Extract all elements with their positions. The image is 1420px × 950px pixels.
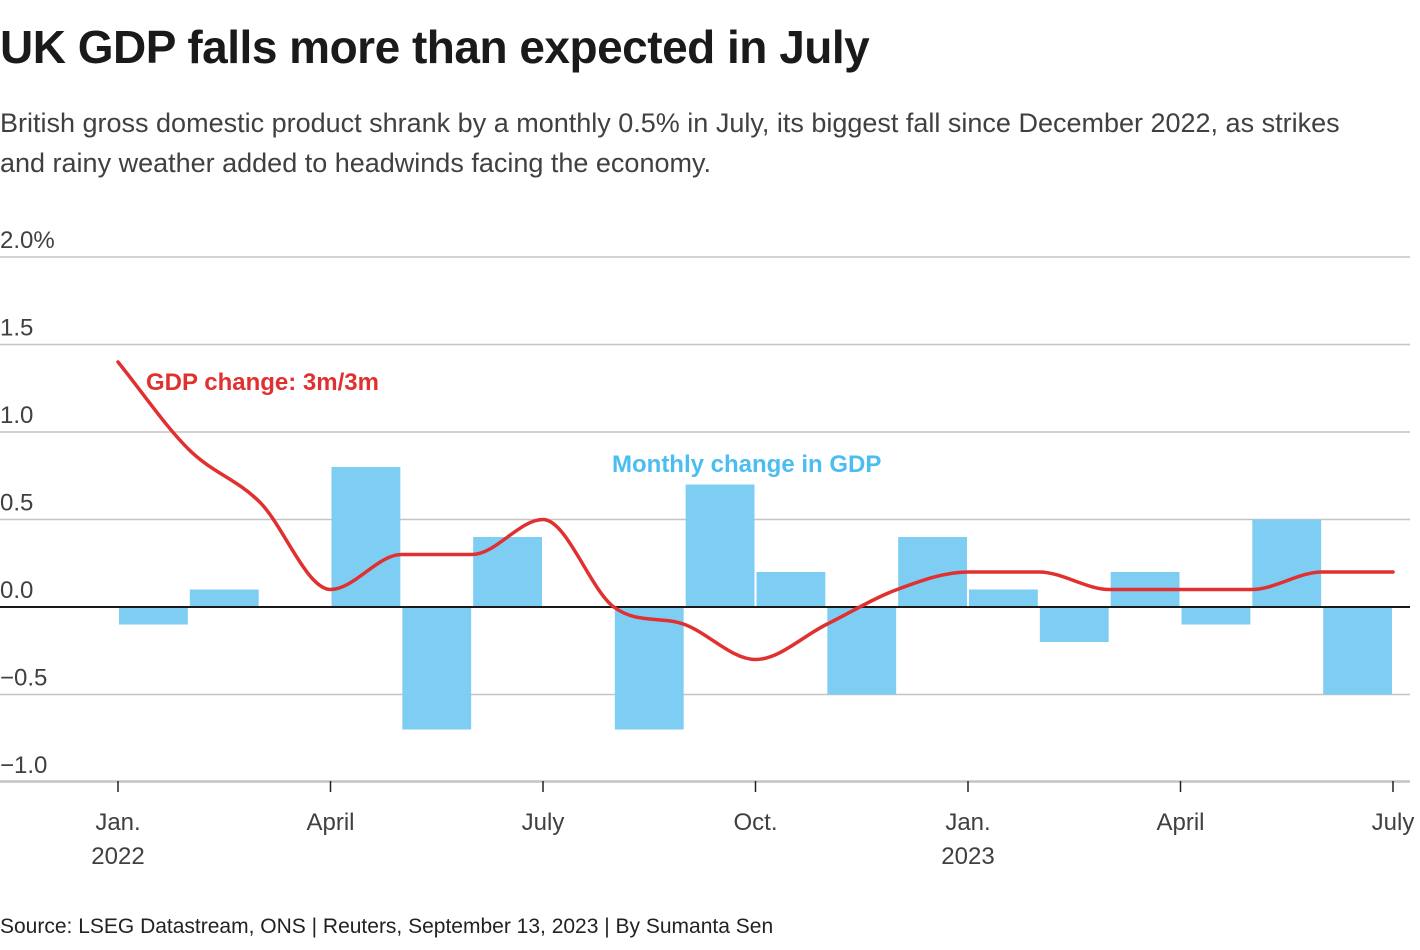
bar [685,484,755,607]
x-tick-label: Oct. [733,809,777,836]
x-tick-label: Jan. [945,809,990,836]
bar [189,589,259,607]
chart-subtitle: British gross domestic product shrank by… [0,108,1340,178]
y-tick-label: 1.5 [0,315,33,342]
bar-series-label: Monthly change in GDP [612,451,881,478]
y-tick-label: 0.5 [0,490,33,517]
bar [1181,607,1251,625]
source-note: Source: LSEG Datastream, ONS | Reuters, … [0,915,774,938]
bar [402,607,472,730]
bar [827,607,897,695]
x-tick-label: Jan. [95,809,140,836]
x-tick-label: April [306,809,354,836]
y-tick-label: 2.0% [0,227,55,254]
bar [614,607,684,730]
x-tick-label: April [1156,809,1204,836]
bar [331,467,401,607]
bar [119,607,188,625]
chart-title: UK GDP falls more than expected in July [0,21,870,73]
x-tick-year: 2023 [941,843,994,870]
y-tick-label: 1.0 [0,402,33,429]
y-tick-label: −0.5 [0,665,47,692]
x-tick-label: July [522,809,565,836]
y-tick-label: 0.0 [0,577,33,604]
bar [1252,519,1322,607]
bar [756,572,826,607]
bar [1039,607,1109,642]
line-series-label: GDP change: 3m/3m [146,369,379,396]
bar [473,537,542,607]
gdp-3m-line [116,360,1395,662]
x-tick-year: 2022 [91,843,144,870]
bar [969,589,1038,607]
x-tick-label: July [1372,809,1415,836]
bar [1323,607,1392,695]
y-tick-label: −1.0 [0,752,47,779]
